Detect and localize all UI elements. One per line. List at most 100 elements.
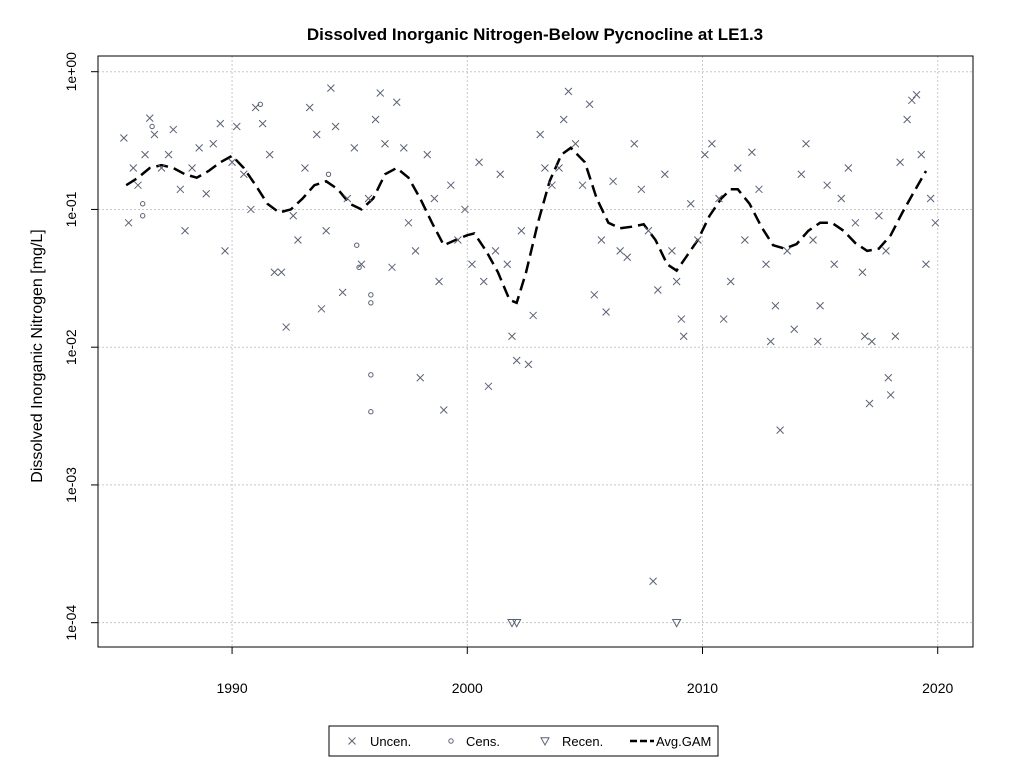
uncen-point [371,115,380,124]
y-axis-label: Dissolved Inorganic Nitrogen [mg/L] [29,229,46,482]
uncen-point [364,194,373,203]
uncen-point [922,260,930,269]
uncen-point [813,337,822,346]
uncen-point [677,315,686,323]
uncen-point [529,311,538,320]
uncen-point [661,170,669,179]
legend-label: Uncen. [370,734,411,749]
uncen-point [517,226,526,235]
chart-title: Dissolved Inorganic Nitrogen-Below Pycno… [307,25,763,44]
cens-point [368,372,374,378]
uncen-point [134,181,142,190]
uncen-point [327,84,335,92]
cens-point [368,409,374,415]
uncen-point [164,150,173,159]
uncen-point [917,150,926,159]
legend: Uncen. Cens. Recen. Avg.GAM [328,725,719,757]
uncen-point [169,125,178,134]
uncen-point [305,103,314,112]
uncen-point [571,139,580,148]
uncen-point [475,158,483,167]
uncen-point [277,268,286,277]
uncen-point [265,150,274,159]
uncen-point [851,218,860,227]
uncen-point [637,185,646,194]
uncen-point [715,194,723,203]
uncen-point [221,247,229,255]
uncen-point [129,164,138,172]
uncen-point [343,194,352,203]
uncen-point [830,260,839,269]
uncen-point [837,194,846,203]
uncen-point [609,177,617,186]
uncen-point [508,332,516,341]
uncen-point [719,315,728,323]
uncen-point [559,115,568,124]
uncen-point [312,130,321,139]
cens-point [368,292,374,298]
uncen-point [388,263,396,272]
uncen-point [776,426,784,434]
cens-point [368,300,374,306]
grid [98,56,973,647]
uncen-point [181,226,189,235]
uncen-point [491,247,500,255]
uncen-point [461,205,469,214]
uncen-point [512,356,521,365]
uncen-point [454,236,462,244]
uncen-point [644,226,653,235]
uncen-point [844,164,853,172]
cens-point [149,123,155,130]
uncen-point [331,122,340,131]
y-tick-label: 1e-01 [63,191,79,227]
uncen-point [289,211,298,220]
legend-recen-icon [540,737,550,747]
recen-point [507,618,517,628]
uncen-point [701,150,709,159]
uncen-point [585,100,594,109]
uncen-point [555,164,563,172]
uncen-point [228,158,236,167]
y-axis: 1e-04 1e-03 1e-02 1e-01 1e+00 [63,52,98,641]
cens-point [139,213,146,219]
uncen-point [232,122,241,131]
uncen-point [416,373,425,382]
uncen-point [882,247,890,255]
uncen-point [766,337,775,346]
cens-point [354,242,360,248]
uncen-point [926,194,935,203]
uncen-point [176,185,185,194]
uncen-point [404,218,413,227]
uncen-point [891,332,900,341]
uncen-point [270,268,279,277]
uncen-point [392,98,401,107]
uncen-point [630,139,639,148]
cens-point [139,201,146,207]
uncen-point [423,150,432,159]
cens-point [325,171,332,177]
uncen-point [446,181,455,190]
uncen-point [623,253,632,262]
cens-point [356,264,362,271]
legend-label: Recen. [562,734,603,749]
uncen-point [258,119,267,128]
uncen-point [733,164,742,172]
uncen-point [858,268,867,277]
x-tick-label: 2020 [922,680,953,696]
uncen-point [430,194,439,203]
data-points [120,84,940,628]
uncen-point [790,325,799,334]
uncen-point [597,236,606,244]
uncen-point [541,164,549,172]
uncen-point [865,399,874,408]
uncen-point [479,277,488,286]
uncen-point [503,260,512,269]
uncen-point [802,139,810,148]
uncen-point [896,158,904,167]
uncen-point [708,139,716,148]
uncen-point [282,323,291,331]
uncen-point [157,164,166,172]
uncen-point [294,236,302,244]
uncen-point [120,134,128,142]
uncen-point [564,87,573,96]
